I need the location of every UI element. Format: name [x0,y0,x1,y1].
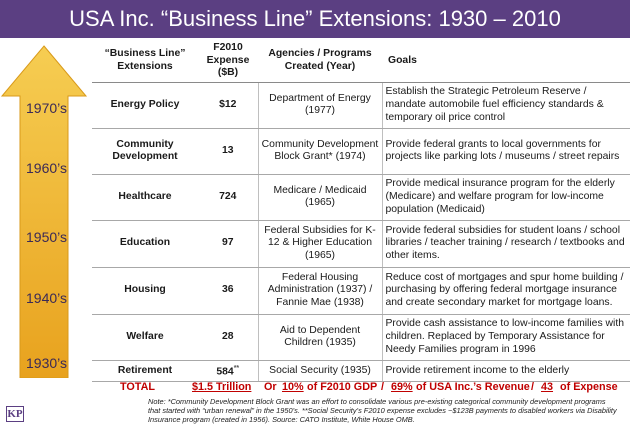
row-goals: Provide federal subsidies for student lo… [382,220,630,268]
row-expense: 13 [198,128,258,175]
row-agency: Federal Subsidies for K-12 & Higher Educ… [257,220,383,268]
row-expense: $12 [198,82,258,129]
decade-1950s: 1950’s [26,229,68,245]
decade-1930s: 1930’s [26,355,68,371]
row-extension: Energy Policy [92,82,198,129]
row-agency: Social Security (1935) [257,360,383,382]
row-agency: Aid to Dependent Children (1935) [257,314,383,361]
expense-value: 584 [216,366,234,378]
table-row: Housing 36 Federal Housing Administratio… [92,267,630,315]
footnote-mark: ** [233,364,240,372]
table-row: Community Development 13 Community Devel… [92,128,630,175]
table-row: Education 97 Federal Subsidies for K-12 … [92,220,630,268]
decade-1970s: 1970’s [26,100,68,116]
expense-value: 724 [219,190,237,202]
decade-1960s: 1960’s [26,160,68,176]
total-expense-suffix: of Expense [560,381,618,393]
row-extension: Retirement [92,360,198,382]
timeline-arrow [0,45,88,378]
total-gdp-pct: 10% [282,381,304,393]
row-expense: 584** [198,360,258,382]
row-extension: Community Development [92,128,198,175]
total-label: TOTAL [120,381,155,393]
total-revenue-suffix: of USA Inc.’s Revenue [416,381,530,393]
arrow-shape [0,45,88,378]
row-agency: Department of Energy (1977) [257,82,383,129]
expense-value: 36 [221,284,234,296]
expense-value: 97 [221,237,234,249]
table-row: Welfare 28 Aid to Dependent Children (19… [92,314,630,361]
row-agency: Community Development Block Grant* (1974… [257,128,383,175]
page-title: USA Inc. “Business Line” Extensions: 193… [0,0,630,38]
row-expense: 36 [198,267,258,315]
row-goals: Establish the Strategic Petroleum Reserv… [382,82,630,129]
row-goals: Reduce cost of mortgages and spur home b… [382,267,630,315]
footnote: Note: *Community Development Block Grant… [148,397,617,424]
row-goals: Provide medical insurance program for th… [382,174,630,221]
expense-value: 28 [221,330,234,342]
row-expense: 28 [198,314,258,361]
row-agency: Federal Housing Administration (1937) / … [257,267,383,315]
header-expense: F2010 Expense ($B) [198,40,258,83]
table-row: Retirement 584** Social Security (1935) … [92,360,630,382]
row-goals: Provide federal grants to local governme… [382,128,630,175]
total-separator: / [381,381,384,393]
total-revenue-pct: 69% [391,381,413,393]
extensions-table: “Business Line” Extensions F2010 Expense… [92,40,630,382]
row-extension: Education [92,220,198,268]
row-extension: Housing [92,267,198,315]
expense-value: 13 [221,144,234,156]
table-row: Healthcare 724 Medicare / Medicaid (1965… [92,174,630,221]
row-goals: Provide cash assistance to low-income fa… [382,314,630,361]
row-expense: 97 [198,220,258,268]
table-row: Energy Policy $12 Department of Energy (… [92,82,630,129]
kp-logo: KP [6,406,24,422]
header-goals: Goals [382,40,630,83]
header-agency: Agencies / Programs Created (Year) [258,40,382,83]
total-separator: / [531,381,534,393]
row-extension: Welfare [92,314,198,361]
row-expense: 724 [198,174,258,221]
total-row: TOTAL $1.5 Trillion Or 10% of F2010 GDP … [0,381,630,395]
total-gdp-prefix: Or [264,381,277,393]
table-header-row: “Business Line” Extensions F2010 Expense… [92,40,630,83]
total-amount: $1.5 Trillion [192,381,252,393]
row-goals: Provide retirement income to the elderly [382,360,630,382]
header-extension: “Business Line” Extensions [92,40,198,83]
total-gdp-suffix: of F2010 GDP [307,381,378,393]
total-expense-count: 43 [541,381,554,393]
row-extension: Healthcare [92,174,198,221]
row-agency: Medicare / Medicaid (1965) [257,174,383,221]
expense-value: $12 [219,98,237,110]
decade-1940s: 1940’s [26,290,68,306]
